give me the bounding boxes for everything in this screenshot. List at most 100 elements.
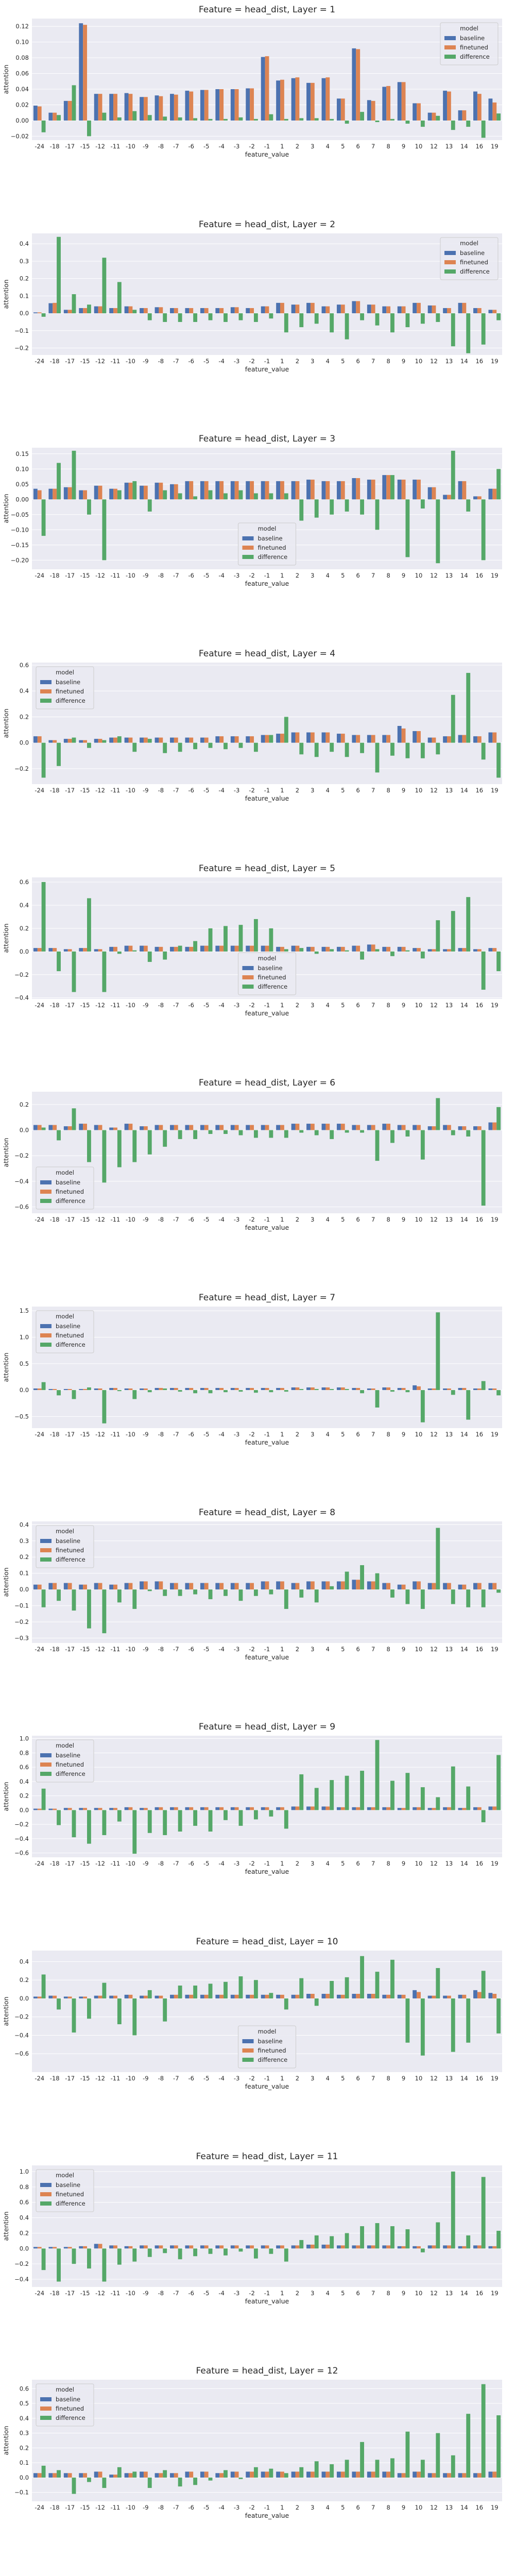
bar-difference xyxy=(178,1589,182,1596)
bar-difference xyxy=(193,1589,198,1595)
chart-panel: −0.3−0.2−0.10.00.10.20.30.4-24 -18 -17 -15-… xyxy=(2,1507,502,1661)
y-tick-label: −0.6 xyxy=(14,2050,29,2057)
bar-finetuned xyxy=(204,1994,209,1998)
bar-difference xyxy=(57,1589,61,1601)
plot-background xyxy=(32,233,502,355)
chart-panel: −0.2−0.10.00.10.20.30.4-24 -18 -17 -15 -12 -1… xyxy=(2,219,502,373)
x-tick-label: -3 xyxy=(234,2504,239,2511)
x-tick-label: 3 xyxy=(311,1431,314,1438)
bar-finetuned xyxy=(265,1387,269,1391)
bar-baseline xyxy=(397,2473,402,2478)
bar-difference xyxy=(314,951,319,954)
x-tick-label: 13 xyxy=(445,1216,453,1223)
bar-difference xyxy=(496,1589,501,1593)
bar-baseline xyxy=(170,1994,174,1998)
bar-finetuned xyxy=(325,946,330,952)
bar-finetuned xyxy=(250,2245,254,2248)
bar-difference xyxy=(102,1130,107,1183)
bar-baseline xyxy=(48,2246,53,2248)
bar-difference xyxy=(193,313,198,322)
bar-baseline xyxy=(397,480,402,500)
bar-difference xyxy=(87,1810,91,1844)
bar-finetuned xyxy=(492,2246,497,2248)
legend-title: model xyxy=(56,1742,74,1749)
bar-baseline xyxy=(382,1994,387,1998)
x-tick-label: -4 xyxy=(218,2504,224,2511)
bar-baseline xyxy=(109,2245,114,2248)
bar-difference xyxy=(390,118,394,121)
bar-baseline xyxy=(427,2473,432,2478)
bar-finetuned xyxy=(204,90,209,121)
bar-baseline xyxy=(291,945,296,952)
chart-panel: −0.4−0.20.00.20.40.60.81.0-24 -18 -17 -15 -1… xyxy=(2,2151,502,2305)
x-tick-label: -5 xyxy=(203,2290,209,2297)
bar-difference xyxy=(238,1810,243,1826)
bar-finetuned xyxy=(325,2471,330,2478)
bar-baseline xyxy=(367,2471,371,2478)
bar-finetuned xyxy=(295,77,300,121)
chart-title: Feature = head_dist, Layer = 6 xyxy=(199,1078,335,1088)
x-tick-label: -9 xyxy=(143,143,148,150)
x-tick-label: -5 xyxy=(203,1431,209,1438)
bar-baseline xyxy=(124,1124,129,1130)
bar-baseline xyxy=(261,2245,265,2248)
bar-finetuned xyxy=(128,483,133,500)
bar-finetuned xyxy=(265,1125,269,1130)
bar-difference xyxy=(269,735,273,743)
x-tick-label: -2 xyxy=(249,2290,254,2297)
bar-baseline xyxy=(261,1581,265,1589)
bar-baseline xyxy=(321,1581,326,1589)
x-tick-label: -24 xyxy=(35,572,44,579)
x-tick-label: 8 xyxy=(386,2075,390,2082)
x-tick-label: 9 xyxy=(402,1860,405,1867)
x-tick-label: -10 xyxy=(126,358,135,365)
x-tick-label: -12 xyxy=(95,1431,105,1438)
x-tick-label: 12 xyxy=(430,2504,438,2511)
bar-difference xyxy=(330,1389,334,1391)
bar-baseline xyxy=(458,1126,462,1130)
legend-swatch-difference xyxy=(242,2057,254,2062)
x-tick-label: -24 xyxy=(35,143,44,150)
x-tick-label: 16 xyxy=(475,358,483,365)
bar-finetuned xyxy=(98,1583,102,1589)
x-tick-label: 2 xyxy=(296,2504,299,2511)
bar-finetuned xyxy=(189,1125,194,1130)
bar-baseline xyxy=(382,946,387,952)
x-tick-label: -6 xyxy=(188,1860,194,1867)
bar-finetuned xyxy=(340,304,345,313)
bar-baseline xyxy=(367,100,371,121)
bar-baseline xyxy=(276,1125,281,1130)
legend-label: finetuned xyxy=(56,1332,84,1339)
bar-finetuned xyxy=(113,946,117,952)
bar-difference xyxy=(299,313,304,327)
bar-difference xyxy=(360,2442,364,2478)
bar-finetuned xyxy=(432,1126,436,1130)
bar-difference xyxy=(132,309,137,313)
legend-swatch-baseline xyxy=(444,36,456,40)
bar-baseline xyxy=(124,945,129,952)
bar-difference xyxy=(238,1976,243,1998)
legend-label: difference xyxy=(460,268,490,275)
bar-finetuned xyxy=(447,1125,451,1130)
x-tick-label: -11 xyxy=(111,143,121,150)
bar-finetuned xyxy=(356,2471,360,2478)
bar-finetuned xyxy=(159,307,163,313)
x-tick-label: 6 xyxy=(356,1216,360,1223)
x-tick-label: -9 xyxy=(143,358,148,365)
x-tick-label: -3 xyxy=(234,572,239,579)
y-tick-label: 0.5 xyxy=(20,2400,29,2407)
bar-difference xyxy=(163,1589,167,1596)
x-tick-label: 5 xyxy=(341,1002,345,1009)
bar-finetuned xyxy=(325,1387,330,1391)
bar-baseline xyxy=(397,306,402,313)
x-tick-label: -5 xyxy=(203,1002,209,1009)
chart-panel: −0.4−0.20.00.20.40.6-24 -18 -17 -15 -12 -11 -1… xyxy=(2,863,502,1017)
bar-baseline xyxy=(63,1996,68,1998)
x-tick-label: 6 xyxy=(356,358,360,365)
bar-difference xyxy=(147,1810,152,1834)
bar-finetuned xyxy=(356,49,360,121)
x-tick-label: 8 xyxy=(386,1216,390,1223)
bar-difference xyxy=(284,118,288,121)
bar-baseline xyxy=(306,1124,311,1130)
chart-title: Feature = head_dist, Layer = 5 xyxy=(199,863,335,874)
